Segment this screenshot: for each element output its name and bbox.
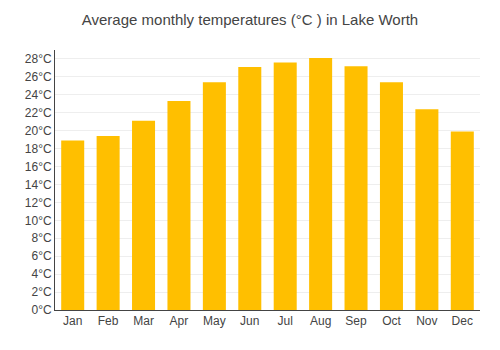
svg-text:Aug: Aug [310, 314, 331, 328]
svg-text:Jun: Jun [240, 314, 259, 328]
svg-text:22°C: 22°C [25, 106, 52, 120]
svg-text:Oct: Oct [382, 314, 401, 328]
svg-text:Jan: Jan [63, 314, 82, 328]
svg-text:24°C: 24°C [25, 88, 52, 102]
svg-text:20°C: 20°C [25, 124, 52, 138]
svg-text:8°C: 8°C [31, 231, 51, 245]
svg-text:16°C: 16°C [25, 160, 52, 174]
svg-text:Dec: Dec [452, 314, 473, 328]
svg-text:0°C: 0°C [31, 303, 51, 317]
svg-text:Mar: Mar [133, 314, 154, 328]
svg-text:26°C: 26°C [25, 70, 52, 84]
svg-text:2°C: 2°C [31, 285, 51, 299]
svg-text:18°C: 18°C [25, 142, 52, 156]
svg-text:Jul: Jul [278, 314, 293, 328]
svg-text:Apr: Apr [170, 314, 189, 328]
svg-text:Sep: Sep [345, 314, 367, 328]
svg-text:12°C: 12°C [25, 196, 52, 210]
svg-text:28°C: 28°C [25, 52, 52, 66]
svg-text:Nov: Nov [416, 314, 437, 328]
svg-text:10°C: 10°C [25, 214, 52, 228]
svg-text:6°C: 6°C [31, 249, 51, 263]
svg-text:4°C: 4°C [31, 267, 51, 281]
svg-text:Feb: Feb [98, 314, 119, 328]
svg-text:14°C: 14°C [25, 178, 52, 192]
svg-text:May: May [203, 314, 226, 328]
svg-text:Average monthly temperatures (: Average monthly temperatures (°C ) in La… [82, 11, 418, 28]
